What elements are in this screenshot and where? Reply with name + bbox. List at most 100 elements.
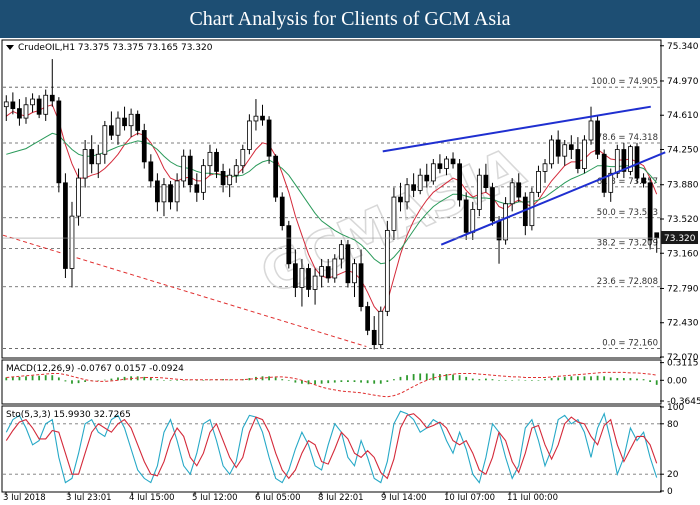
candle-body-bearish <box>148 161 154 182</box>
fibonacci-level-label: 61.8 = 73.857 <box>597 177 658 187</box>
candle <box>437 154 443 174</box>
macd-histogram-bar <box>373 380 376 384</box>
time-tick-label: 11 Jul 00:00 <box>507 493 558 500</box>
macd-histogram-bar <box>202 380 205 381</box>
candle-body-bullish <box>614 149 620 174</box>
time-tick-label: 9 Jul 14:00 <box>381 493 427 500</box>
candle <box>345 239 351 288</box>
candle-body-bullish <box>338 244 344 260</box>
collapse-triangle-icon[interactable] <box>6 45 14 50</box>
macd-histogram-bar <box>110 378 113 381</box>
candle <box>194 173 200 202</box>
candle-body-bullish <box>582 139 587 169</box>
time-tick-label: 4 Jul 15:00 <box>129 493 175 500</box>
candle-body-bullish <box>470 209 476 233</box>
macd-histogram-bar <box>379 380 382 384</box>
price-tick-label: 73.880 <box>667 181 699 191</box>
macd-histogram-bar <box>649 380 652 382</box>
candle <box>444 156 449 176</box>
candle-body-bearish <box>483 174 489 188</box>
candle-body-bearish <box>463 199 469 233</box>
candle <box>286 220 292 269</box>
candle-body-bullish <box>476 174 482 210</box>
macd-histogram-bar <box>222 379 224 381</box>
stochastic-signal-line <box>5 413 658 480</box>
time-tick-label: 3 Jul 2018 <box>3 493 46 500</box>
time-tick-label: 10 Jul 07:00 <box>444 493 495 500</box>
macd-histogram-bar <box>471 378 474 381</box>
fibonacci-level-label: 23.6 = 72.808 <box>597 277 658 287</box>
candle <box>398 182 403 212</box>
candle-body-bullish <box>102 125 108 155</box>
candle-body-bullish <box>536 170 541 193</box>
candle-body-bearish <box>194 184 200 193</box>
stochastic-tick-label: 0 <box>667 487 673 497</box>
macd-histogram-bar <box>294 380 297 383</box>
candle-body-bearish <box>220 170 226 186</box>
candle <box>141 123 147 169</box>
candle <box>69 201 75 288</box>
candle <box>457 159 462 207</box>
candle-body-bullish <box>509 182 515 205</box>
candle <box>319 258 325 288</box>
macd-histogram-bar <box>117 377 119 381</box>
candle <box>371 316 377 350</box>
candle-body-bullish <box>76 177 81 217</box>
stochastic-tick-label: 20 <box>667 470 679 480</box>
macd-histogram-bar <box>38 375 41 381</box>
candle <box>220 163 226 193</box>
candle-body-bearish <box>17 108 22 119</box>
candle-body-bearish <box>496 220 502 241</box>
chart-banner-title: Chart Analysis for Clients of GCM Asia <box>0 0 700 38</box>
candle <box>411 173 416 198</box>
macd-histogram-bar <box>557 377 560 381</box>
macd-histogram-bar <box>333 380 336 383</box>
candle-body-bearish <box>457 163 462 201</box>
time-tick-label: 6 Jul 05:00 <box>255 493 301 500</box>
time-tick-label: 8 Jul 22:01 <box>318 493 364 500</box>
candle <box>338 239 344 269</box>
candle-body-bullish <box>588 120 594 141</box>
candle <box>542 159 548 183</box>
candle-body-bullish <box>115 117 121 136</box>
candle-body-bullish <box>417 174 423 191</box>
current-price-marker <box>661 231 698 245</box>
macd-histogram-bar <box>458 375 461 381</box>
moving-average-green-line <box>6 132 658 265</box>
candle-body-bearish <box>516 182 522 198</box>
candle <box>82 139 88 188</box>
macd-histogram-bar <box>353 380 356 382</box>
candle <box>582 135 587 174</box>
candle-body-bearish <box>490 187 495 222</box>
candle <box>378 306 384 349</box>
macd-histogram-bar <box>491 379 494 381</box>
candle-body-bullish <box>503 203 508 241</box>
macd-histogram-bar <box>5 377 8 381</box>
time-tick-label: 5 Jul 12:00 <box>192 493 238 500</box>
candle-body-bearish <box>647 182 653 241</box>
candle <box>312 268 318 305</box>
fibonacci-level-label: 78.6 = 74.318 <box>597 133 658 143</box>
macd-tick-label: 0.3115 <box>667 359 699 369</box>
stochastic-tick-label: 100 <box>667 403 684 413</box>
candle-body-bullish <box>201 165 206 193</box>
macd-histogram-bar <box>498 380 500 381</box>
candle <box>3 95 9 121</box>
macd-histogram-bar <box>504 380 507 381</box>
macd-histogram-bar <box>465 376 468 381</box>
candle-body-bullish <box>181 155 187 182</box>
candle-body-bullish <box>82 149 88 179</box>
candle <box>115 111 121 145</box>
candle-body-bullish <box>247 120 252 150</box>
candle-body-bullish <box>542 163 548 172</box>
candle-body-bullish <box>69 215 75 269</box>
macd-signal-line <box>6 371 657 398</box>
candle-body-bullish <box>562 144 568 157</box>
candle <box>292 249 298 298</box>
stochastic-panel <box>1 405 662 493</box>
candle-body-bullish <box>233 165 239 176</box>
macd-histogram-bar <box>307 380 310 385</box>
candle-body-bearish <box>109 125 114 136</box>
macd-histogram-bar <box>590 376 592 381</box>
macd-histogram-bar <box>596 375 599 381</box>
